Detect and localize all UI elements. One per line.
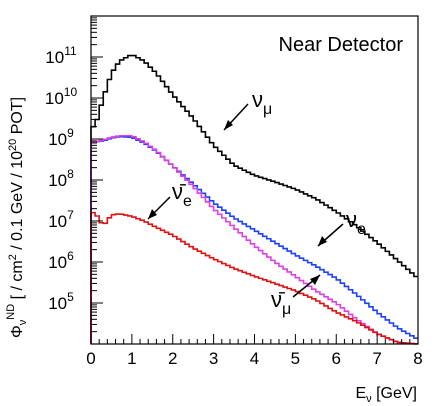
y-axis-title: ΦνND [ / cm2 / 0.1 GeV / 1020 POT] bbox=[5, 97, 29, 338]
y-tick-label-4: 109 bbox=[48, 126, 74, 149]
numubar-arrowhead bbox=[310, 275, 320, 285]
series-line-3 bbox=[90, 211, 418, 345]
y-tick-label-1: 106 bbox=[48, 249, 74, 272]
plot-area bbox=[91, 16, 418, 344]
nuebar-arrowhead bbox=[148, 209, 157, 219]
x-tick-label-6: 6 bbox=[332, 349, 341, 368]
y-tick-label-2: 107 bbox=[48, 208, 74, 231]
numu-arrowhead bbox=[224, 120, 233, 130]
x-tick-label-8: 8 bbox=[413, 349, 422, 368]
y-tick-label-0: 105 bbox=[48, 290, 74, 313]
annotation-layer: νμ νe ν̄e ν̄μ bbox=[147, 87, 366, 318]
series-line-0 bbox=[90, 54, 418, 344]
x-tick-label-2: 2 bbox=[168, 349, 177, 368]
nue-arrowhead bbox=[318, 236, 327, 246]
x-tick-label-0: 0 bbox=[86, 349, 95, 368]
x-tick-label-4: 4 bbox=[250, 349, 259, 368]
x-tick-label-3: 3 bbox=[209, 349, 218, 368]
x-tick-label-7: 7 bbox=[372, 349, 381, 368]
series-line-2 bbox=[90, 134, 418, 345]
y-tick-label-3: 108 bbox=[48, 167, 74, 190]
x-axis-title: Eν [GeV] bbox=[355, 385, 417, 405]
chart-title: Near Detector bbox=[279, 34, 404, 56]
series-layer bbox=[90, 54, 418, 345]
x-tick-label-5: 5 bbox=[291, 349, 300, 368]
y-tick-label-6: 1011 bbox=[45, 44, 77, 67]
x-tick-label-1: 1 bbox=[127, 349, 136, 368]
y-tick-label-5: 1010 bbox=[45, 85, 78, 108]
